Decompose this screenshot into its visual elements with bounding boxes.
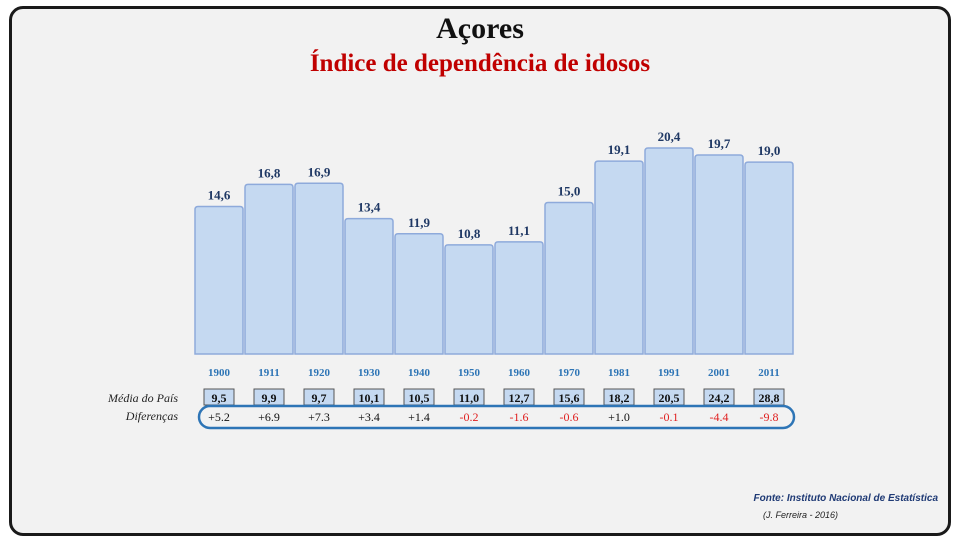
- media-value: 9,7: [312, 391, 327, 405]
- media-value: 15,6: [559, 391, 580, 405]
- media-value: 28,8: [759, 391, 780, 405]
- media-value: 10,5: [409, 391, 430, 405]
- data-label: 14,6: [208, 188, 231, 203]
- diff-value: -0.6: [560, 410, 579, 424]
- data-label: 19,1: [608, 142, 631, 157]
- bar: [494, 241, 544, 355]
- media-value: 9,5: [212, 391, 227, 405]
- bar: [644, 147, 694, 355]
- data-label: 20,4: [658, 129, 681, 144]
- data-label: 19,7: [708, 136, 731, 151]
- media-value: 9,9: [262, 391, 277, 405]
- x-tick-label: 1900: [208, 367, 231, 379]
- x-tick-label: 1950: [458, 367, 481, 379]
- x-tick-label: 1911: [258, 367, 279, 379]
- bar: [444, 244, 494, 355]
- bar: [194, 205, 244, 355]
- data-label: 19,0: [758, 143, 781, 158]
- author-note: (J. Ferreira - 2016): [763, 510, 839, 520]
- bar: [344, 217, 394, 355]
- bar: [294, 182, 344, 355]
- diff-value: -4.4: [710, 410, 729, 424]
- diff-value: +5.2: [208, 410, 230, 424]
- x-tick-label: 2011: [758, 367, 779, 379]
- bar: [594, 160, 644, 355]
- data-label: 15,0: [558, 184, 581, 199]
- bar: [544, 201, 594, 355]
- bar: [244, 183, 294, 355]
- diff-value: -0.2: [460, 410, 479, 424]
- diff-value: +1.0: [608, 410, 630, 424]
- bar: [694, 154, 744, 355]
- x-tick-label: 1960: [508, 367, 531, 379]
- data-label: 10,8: [458, 226, 481, 241]
- chart-subtitle: Índice de dependência de idosos: [309, 50, 651, 77]
- source-note: Fonte: Instituto Nacional de Estatística: [753, 493, 938, 504]
- media-value: 18,2: [609, 391, 630, 405]
- x-tick-label: 1991: [658, 367, 680, 379]
- diff-value: -9.8: [760, 410, 779, 424]
- x-tick-label: 1940: [408, 367, 431, 379]
- media-value: 24,2: [709, 391, 730, 405]
- x-tick-label: 1981: [608, 367, 630, 379]
- diff-value: -0.1: [660, 410, 679, 424]
- media-row-label: Média do País: [108, 391, 178, 405]
- data-label: 16,9: [308, 164, 331, 179]
- x-tick-label: 1970: [558, 367, 581, 379]
- diff-row-label: Diferenças: [125, 409, 178, 423]
- media-value: 20,5: [659, 391, 680, 405]
- media-value: 10,1: [359, 391, 380, 405]
- diff-value: +1.4: [408, 410, 430, 424]
- chart-title: Açores: [436, 12, 524, 45]
- bar: [394, 233, 444, 355]
- x-tick-label: 1920: [308, 367, 331, 379]
- data-label: 11,1: [508, 223, 530, 238]
- data-label: 13,4: [358, 200, 381, 215]
- diff-value: +7.3: [308, 410, 330, 424]
- media-value: 12,7: [509, 391, 530, 405]
- diff-value: -1.6: [510, 410, 529, 424]
- diff-value: +6.9: [258, 410, 280, 424]
- x-tick-label: 1930: [358, 367, 381, 379]
- data-label: 16,8: [258, 165, 281, 180]
- data-label: 11,9: [408, 215, 431, 230]
- bar: [744, 161, 794, 355]
- diff-value: +3.4: [358, 410, 380, 424]
- media-value: 11,0: [459, 391, 479, 405]
- x-tick-label: 2001: [708, 367, 730, 379]
- diff-highlight-oval: [197, 404, 796, 430]
